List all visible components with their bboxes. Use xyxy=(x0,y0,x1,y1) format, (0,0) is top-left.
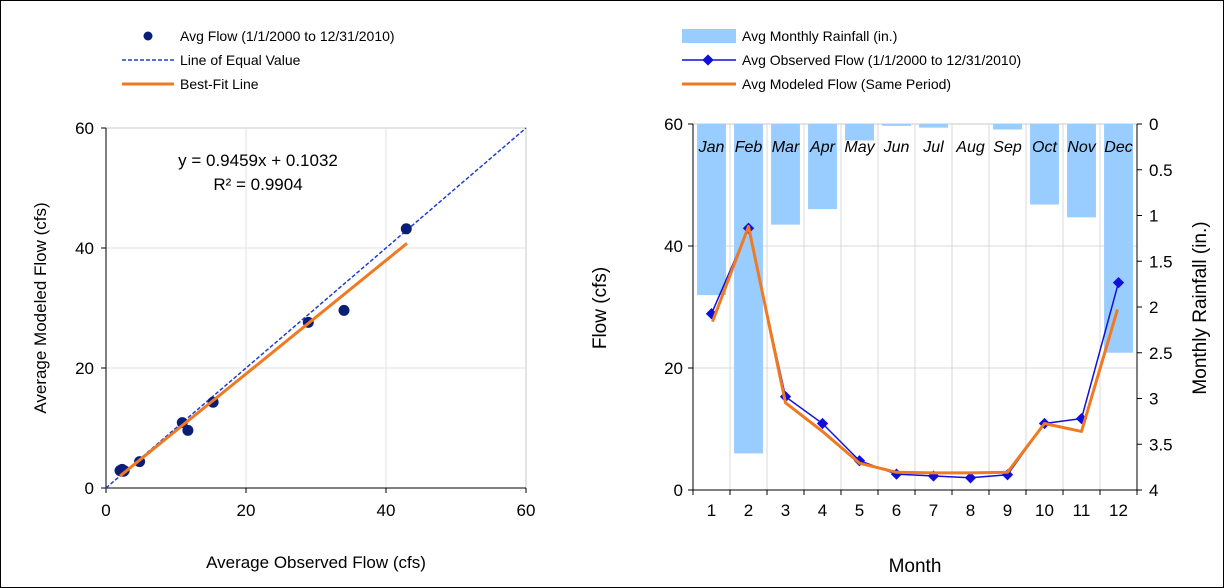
combo-y2-tick-label: 0.5 xyxy=(1149,161,1173,180)
rainfall-bar-jun xyxy=(882,124,911,126)
rainfall-bar-jul xyxy=(919,124,948,128)
scatter-x-axis-title: Average Observed Flow (cfs) xyxy=(206,553,426,572)
scatter-x-tick-label: 60 xyxy=(517,501,536,520)
scatter-point-6 xyxy=(182,424,194,436)
line-of-equal-value xyxy=(105,127,527,489)
combo-x-axis-title: Month xyxy=(889,556,942,577)
legend-label-0: Avg Flow (1/1/2000 to 12/31/2010) xyxy=(180,28,395,44)
scatter-point-5 xyxy=(176,417,188,429)
scatter-point-10 xyxy=(400,223,412,235)
combo-y2-tick-label: 2 xyxy=(1149,298,1158,317)
combo-x-tick-label: 11 xyxy=(1073,501,1091,520)
legend-marker-observed-diamond xyxy=(702,54,714,66)
combo-y-tick-label: 20 xyxy=(664,359,683,378)
observed-flow-marker-12 xyxy=(1112,276,1125,289)
combo-y2-axis-title: Monthly Rainfall (in.) xyxy=(1190,221,1211,394)
rainfall-bar-feb xyxy=(734,124,763,454)
rainfall-bar-dec xyxy=(1104,124,1133,353)
rainfall-bar-oct xyxy=(1030,124,1059,205)
combo-x-tick-label: 2 xyxy=(744,501,753,520)
scatter-y-tick-label: 60 xyxy=(75,119,94,138)
month-label-jun: Jun xyxy=(883,139,910,156)
legend-label-0: Avg Monthly Rainfall (in.) xyxy=(742,28,897,44)
combo-x-tick-label: 1 xyxy=(707,501,716,520)
rainfall-bar-apr xyxy=(808,124,837,210)
combo-x-tick-label: 9 xyxy=(1003,501,1012,520)
legend-label-2: Best-Fit Line xyxy=(180,76,259,92)
combo-y2-tick-label: 0 xyxy=(1149,115,1158,134)
scatter-x-tick-label: 0 xyxy=(101,501,110,520)
observed-flow-marker-4 xyxy=(816,417,829,430)
combo-x-tick-label: 5 xyxy=(855,501,864,520)
combo-x-tick-label: 12 xyxy=(1109,501,1128,520)
combo-y2-tick-label: 1.5 xyxy=(1149,252,1173,271)
combo-y2-tick-label: 2.5 xyxy=(1149,344,1173,363)
scatter-x-tick-label: 20 xyxy=(237,501,256,520)
rainfall-bar-jan xyxy=(697,124,726,296)
scatter-x-tick-label: 40 xyxy=(377,501,396,520)
observed-flow-marker-8 xyxy=(964,472,977,484)
month-label-aug: Aug xyxy=(955,139,985,156)
legend-label-2: Avg Modeled Flow (Same Period) xyxy=(742,76,951,92)
combo-x-tick-label: 10 xyxy=(1035,501,1054,520)
rainfall-bar-may xyxy=(845,124,874,141)
combo-x-tick-label: 6 xyxy=(892,501,901,520)
modeled-flow-line xyxy=(711,224,1119,475)
legend-marker-points xyxy=(143,31,153,41)
month-label-may: May xyxy=(844,139,875,156)
combo-y2-tick-label: 4 xyxy=(1149,481,1158,500)
combo-y-tick-label: 0 xyxy=(674,481,683,500)
month-label-sep: Sep xyxy=(993,139,1022,156)
legend-label-1: Avg Observed Flow (1/1/2000 to 12/31/201… xyxy=(742,52,1021,68)
combo-x-tick-label: 3 xyxy=(781,501,790,520)
month-label-nov: Nov xyxy=(1067,139,1096,156)
regression-equation: y = 0.9459x + 0.1032 xyxy=(178,151,338,170)
combo-y-tick-label: 40 xyxy=(664,237,683,256)
best-fit-line xyxy=(119,242,408,478)
combo-y-axis-title: Flow (cfs) xyxy=(590,267,611,349)
regression-r-squared: R² = 0.9904 xyxy=(213,175,302,194)
combo-x-tick-label: 7 xyxy=(929,501,938,520)
month-label-jan: Jan xyxy=(698,139,725,156)
month-label-dec: Dec xyxy=(1104,139,1132,156)
rainfall-bar-sep xyxy=(993,124,1022,130)
scatter-y-tick-label: 40 xyxy=(75,239,94,258)
scatter-y-tick-label: 20 xyxy=(75,359,94,378)
month-label-mar: Mar xyxy=(772,139,800,156)
combo-y2-tick-label: 1 xyxy=(1149,207,1158,226)
combo-y2-tick-label: 3.5 xyxy=(1149,435,1173,454)
combo-y2-tick-label: 3 xyxy=(1149,390,1158,409)
month-label-feb: Feb xyxy=(735,139,763,156)
legend-label-1: Line of Equal Value xyxy=(180,52,301,68)
rainfall-bar-nov xyxy=(1067,124,1096,218)
scatter-y-axis-title: Average Modeled Flow (cfs) xyxy=(31,202,50,413)
rainfall-bar-mar xyxy=(771,124,800,225)
month-label-jul: Jul xyxy=(922,139,944,156)
scatter-point-9 xyxy=(338,304,350,316)
scatter-y-tick-label: 0 xyxy=(85,479,94,498)
legend-marker-rainfall xyxy=(682,29,736,43)
combo-x-tick-label: 4 xyxy=(818,501,827,520)
combo-x-tick-label: 8 xyxy=(966,501,975,520)
month-label-apr: Apr xyxy=(809,139,836,156)
combo-y-tick-label: 60 xyxy=(664,115,683,134)
month-label-oct: Oct xyxy=(1032,139,1057,156)
